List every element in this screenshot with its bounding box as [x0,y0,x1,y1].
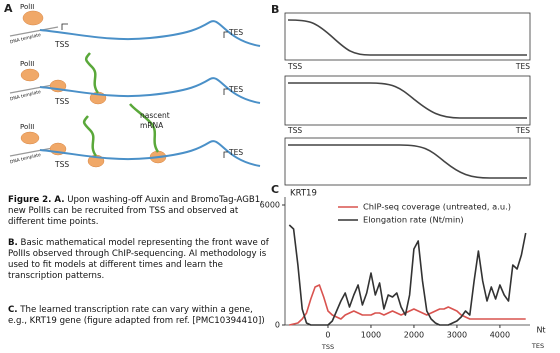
start-label: TSS [321,343,334,351]
series-line [289,284,526,326]
model-curve [288,144,527,179]
model-plot [284,137,531,186]
series-line [288,224,527,326]
tss-label: TSS [287,62,302,71]
tss-label: TSS [54,97,69,106]
legend-label: Elongation rate (Nt/min) [363,215,464,225]
tss-label: TSS [287,126,302,135]
panel-label: A [4,2,13,15]
caption-text: The learned transcription rate can vary … [8,305,265,326]
tes-arrow [223,151,228,158]
caption-text: Basic mathematical model representing th… [8,238,269,281]
tes-arrow [223,31,228,38]
caption-bold: B. [8,238,18,248]
diagram-row: PolII DNA template TSS TES [9,3,261,49]
chart-title: KRT19 [290,189,317,199]
plot-area: 0 6000 0 1000 2000 3000 4000 TSS ChIP-seq covera… [260,201,527,351]
template [9,26,59,37]
panel-label: B [271,3,279,16]
tes-arrow [223,88,228,95]
caption-bold: C. [8,305,18,315]
y-tick-label: 6000 [260,201,280,210]
end-label: TES [531,342,544,350]
model-plot: TSS TES [284,12,531,71]
nascent-rna [84,52,100,94]
model-curve [288,82,527,119]
nascent-rna [82,115,98,157]
polii [20,131,40,145]
mrna-label: mRNA [140,121,164,130]
model-plot: TSS TES [284,75,531,135]
caption-text: Upon washing-off Auxin and BromoTag-AGB1… [8,195,264,227]
x-axis-label: Nt [536,326,545,335]
dna [39,77,261,104]
x-tick-label: 3000 [447,331,467,340]
x-tick-label: 2000 [404,331,424,340]
tss-label: TSS [54,40,69,49]
x-tick-label: 0 [325,331,330,340]
tes-label: TES [228,85,243,94]
tes-label: TES [228,148,243,157]
caption-bold: Figure 2. A. [8,195,65,205]
tes-label: TES [515,62,530,71]
caption-paragraph: Figure 2. A. Upon washing-off Auxin and … [8,195,270,228]
polii-label: PolII [20,3,34,11]
nascent-rna [129,103,160,153]
polii-label: PolII [20,123,34,131]
x-tick-label: 1000 [361,331,381,340]
legend-label: ChIP-seq coverage (untreated, a.u.) [363,202,511,212]
dna [39,140,261,167]
tss-arrow [61,23,68,30]
tss-label: TSS [54,160,69,169]
polii [22,10,44,26]
nascent-label: nascent [140,111,170,120]
caption-paragraph: C. The learned transcription rate can va… [8,305,270,327]
tes-label: TES [228,28,243,37]
diagram-row: PolII DNA template nascent mRNA TSS TES [9,103,261,169]
plot-frame [284,137,531,186]
model-curve [287,19,527,56]
caption-paragraph: B. Basic mathematical model representing… [8,238,270,282]
template-label: DNA template [9,89,41,103]
plot-frame [284,12,531,61]
dna [39,20,261,47]
polii-label: PolII [20,60,34,68]
template-label: DNA template [9,152,41,166]
plot-frame [284,75,531,126]
diagram-row: PolII DNA template TSS TES [9,52,261,106]
panel-label: C [271,183,279,196]
x-tick-label: 4000 [490,331,510,340]
y-tick-label: 0 [275,321,280,330]
template-label: DNA template [9,32,41,46]
tes-label: TES [515,126,530,135]
polii [20,68,40,82]
